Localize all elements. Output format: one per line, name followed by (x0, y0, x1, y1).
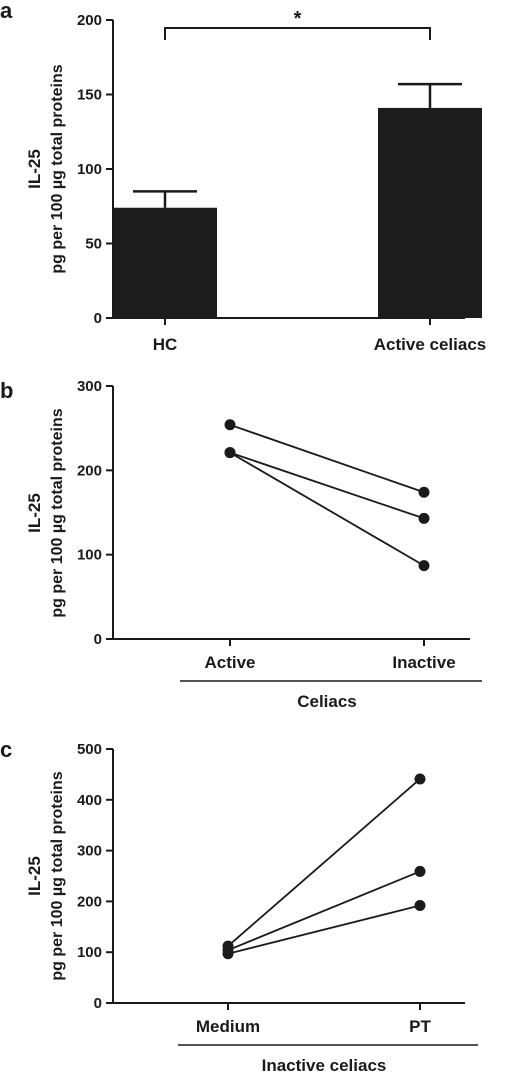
panel-b-x-tick-label: Active (204, 653, 255, 672)
panel-b-y-tick-label: 200 (77, 462, 102, 479)
panel-a-significance-label: * (294, 8, 302, 30)
panel-b-y-tick-label: 0 (94, 631, 102, 648)
panel-c-y-tick-label: 500 (77, 741, 102, 758)
panel-c-y-tick-label: 300 (77, 843, 102, 860)
panel-a-y-tick-label: 0 (94, 310, 102, 327)
panel-a-x-tick-label: HC (153, 335, 178, 354)
panel-c-data-point (414, 773, 426, 785)
panel-b-data-point (418, 512, 430, 524)
panel-b-data-point (224, 447, 236, 459)
panel-c-y-tick-label: 100 (77, 944, 102, 961)
panel-b-letter: b (0, 378, 13, 403)
panel-a-x-tick-label: Active celiacs (374, 335, 486, 354)
panel-a-y-tick-label: 100 (77, 161, 102, 178)
panel-c-ylabel-line1: IL-25 (25, 856, 44, 896)
panel-c-data-point (222, 948, 234, 960)
panel-b-y-tick-label: 100 (77, 547, 102, 564)
panel-c-y-tick-label: 400 (77, 792, 102, 809)
panel-b-ylabel-line2: pg per 100 µg total proteins (49, 408, 66, 617)
panel-c-x-tick-label: PT (409, 1017, 431, 1036)
panel-c-group-label: Inactive celiacs (262, 1056, 387, 1075)
panel-b-series-line (229, 451, 425, 567)
panel-a-bar (378, 107, 482, 318)
panel-b-paired-chart: b IL-25 pg per 100 µg total proteins 0 10… (0, 378, 482, 711)
panel-b-data-point (418, 560, 430, 572)
panel-a-bar-chart: a IL-25 pg per 100 µg total proteins 0 50… (0, 0, 486, 354)
panel-b-series-line (229, 423, 425, 494)
panel-b-ylabel-line1: IL-25 (25, 493, 44, 533)
panel-a-y-tick-label: 200 (77, 12, 102, 29)
panel-c-data-point (414, 865, 426, 877)
panel-a-significance-bracket (164, 27, 431, 40)
panel-c-series-line (227, 870, 421, 952)
panel-c-ylabel-line2: pg per 100 µg total proteins (49, 771, 66, 980)
panel-c-y-tick-label: 0 (94, 995, 102, 1012)
panel-c-series-line (227, 778, 421, 947)
panel-a-letter: a (0, 0, 13, 23)
panel-a-bar (113, 207, 217, 318)
panel-b-x-tick-label: Inactive (392, 653, 455, 672)
panel-c-series-line (227, 904, 421, 955)
panel-c-paired-chart: c IL-25 pg per 100 µg total proteins 0 10… (0, 737, 478, 1075)
panel-a-ylabel-line1: IL-25 (25, 149, 44, 189)
panel-b-y-tick-label: 300 (77, 378, 102, 395)
panel-b-series-line (229, 451, 425, 520)
panel-a-y-tick-label: 50 (85, 236, 102, 253)
panel-a-y-tick-label: 150 (77, 87, 102, 104)
panel-b-data-point (224, 419, 236, 431)
panel-c-data-point (414, 899, 426, 911)
panel-b-data-point (418, 486, 430, 498)
panel-a-ylabel-line2: pg per 100 µg total proteins (49, 64, 66, 273)
panel-b-group-label: Celiacs (297, 692, 357, 711)
panel-c-y-tick-label: 200 (77, 893, 102, 910)
panel-c-letter: c (0, 737, 12, 762)
panel-c-x-tick-label: Medium (196, 1017, 260, 1036)
